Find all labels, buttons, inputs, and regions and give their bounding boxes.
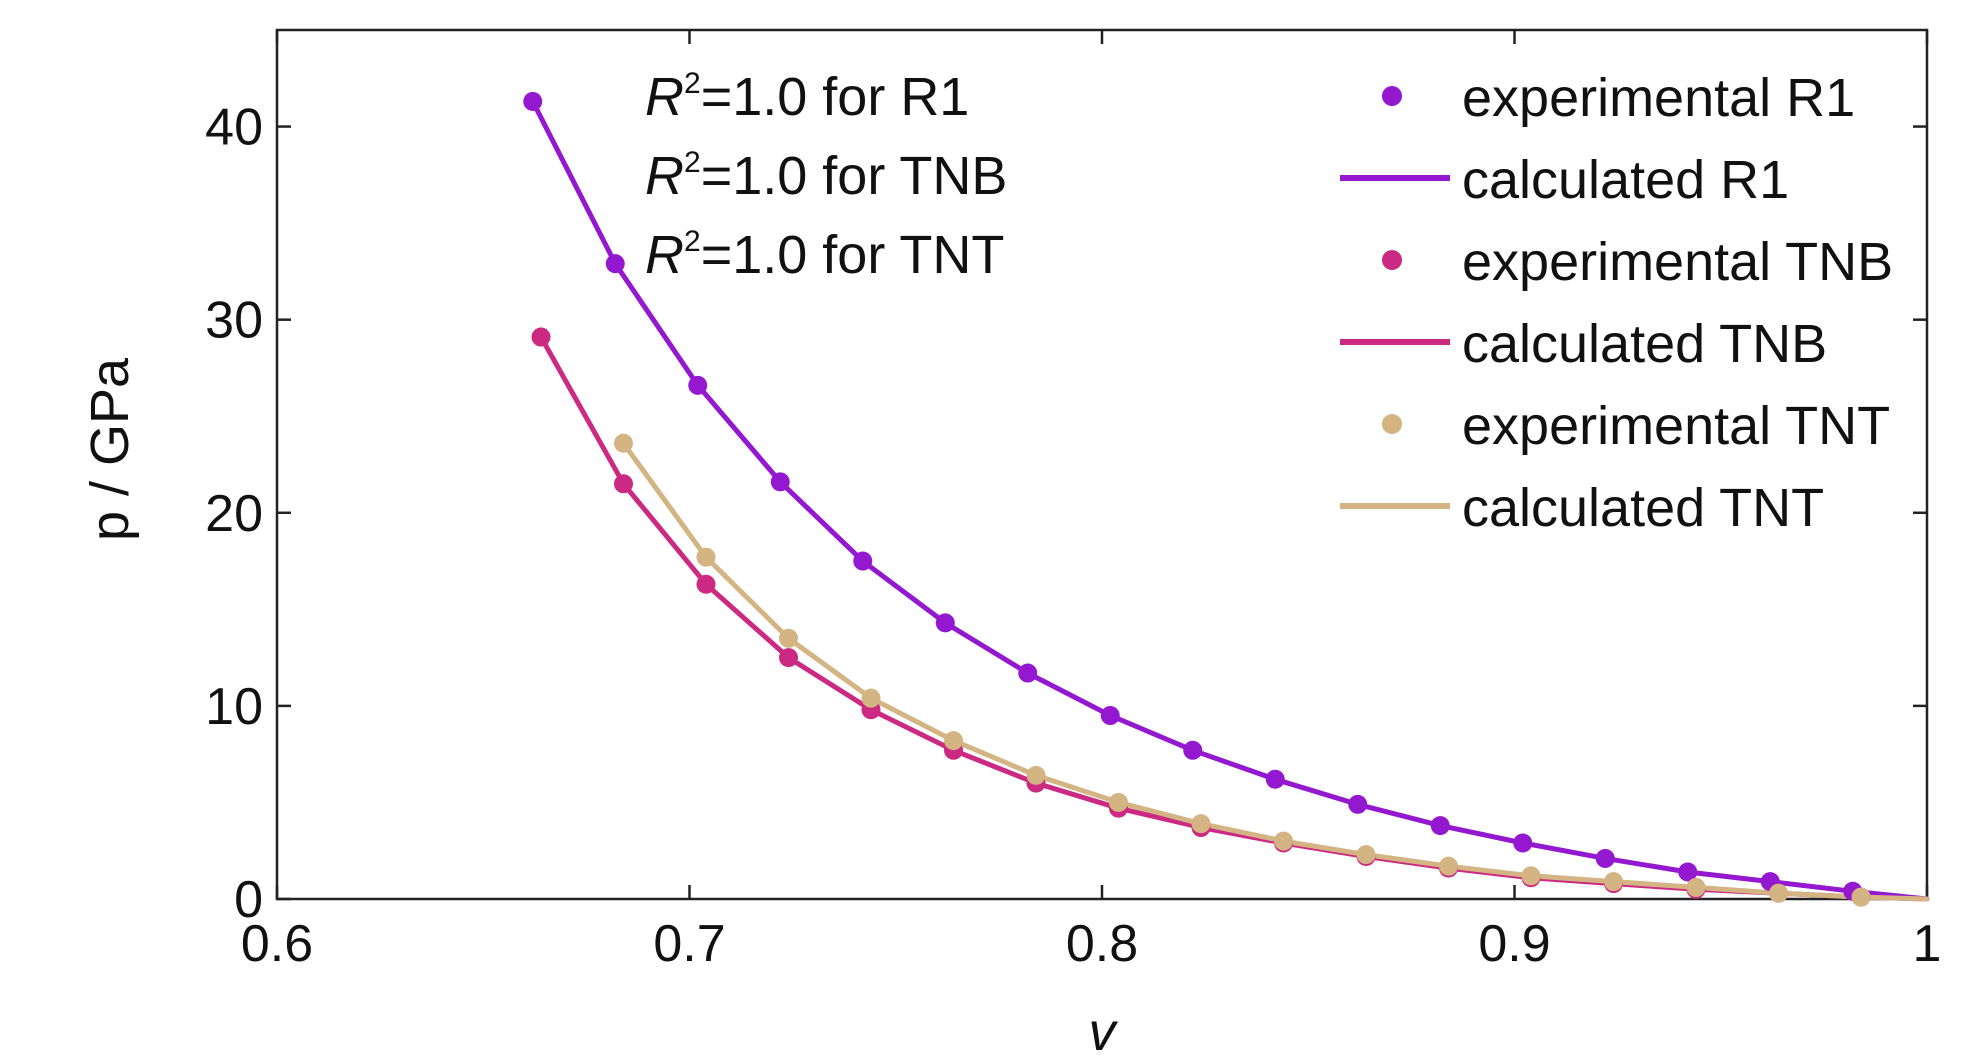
x-tick-label: 1 bbox=[1913, 915, 1942, 973]
data-point bbox=[1851, 887, 1871, 907]
r2-annotation: R2=1.0 for R1 bbox=[645, 67, 969, 127]
r2-symbol: R bbox=[645, 225, 684, 285]
series-points-4 bbox=[614, 433, 1871, 907]
x-tick-label: 0.7 bbox=[653, 915, 725, 973]
r2-superscript: 2 bbox=[684, 146, 701, 179]
legend-marker bbox=[1382, 250, 1402, 270]
data-point bbox=[770, 472, 790, 492]
data-point bbox=[1183, 740, 1203, 760]
data-point bbox=[1026, 765, 1046, 785]
legend: experimental R1 calculated R1 experimental… bbox=[1340, 68, 1893, 538]
legend-marker bbox=[1382, 86, 1402, 106]
r2-superscript: 2 bbox=[684, 67, 701, 100]
y-tick-label: 40 bbox=[205, 99, 263, 157]
data-point bbox=[853, 551, 873, 571]
x-tick-label: 0.9 bbox=[1478, 915, 1550, 973]
legend-label: calculated R1 bbox=[1462, 150, 1789, 210]
series-layer bbox=[523, 91, 1930, 907]
x-axis-title: v bbox=[1089, 1002, 1119, 1062]
r2-symbol: R bbox=[645, 146, 684, 206]
y-axis-title: p / GPa bbox=[80, 357, 140, 541]
y-tick-label: 20 bbox=[205, 485, 263, 543]
data-point bbox=[944, 731, 963, 751]
data-point bbox=[1356, 845, 1376, 865]
data-point bbox=[614, 474, 633, 494]
y-tick-label: 0 bbox=[234, 871, 263, 929]
data-point bbox=[523, 91, 543, 111]
data-point bbox=[1439, 856, 1458, 876]
data-point bbox=[861, 688, 881, 708]
legend-label: experimental TNB bbox=[1462, 232, 1893, 292]
r2-text: =1.0 for TNB bbox=[701, 146, 1008, 206]
data-point bbox=[779, 628, 798, 648]
y-tick-label: 30 bbox=[205, 292, 263, 350]
data-point bbox=[1521, 866, 1541, 886]
legend-label: experimental R1 bbox=[1462, 68, 1855, 128]
data-point bbox=[1678, 862, 1698, 882]
r2-superscript: 2 bbox=[684, 225, 701, 258]
r2-text: =1.0 for TNT bbox=[701, 225, 1005, 285]
r2-annotation: R2=1.0 for TNT bbox=[645, 225, 1004, 285]
data-point bbox=[1604, 872, 1623, 892]
data-point bbox=[696, 574, 716, 594]
data-point bbox=[1430, 816, 1450, 836]
x-tick-label: 0.8 bbox=[1066, 915, 1138, 973]
data-point bbox=[1191, 814, 1211, 834]
data-point bbox=[1018, 663, 1038, 683]
r2-text: =1.0 for R1 bbox=[701, 67, 970, 127]
data-point bbox=[1109, 792, 1128, 812]
legend-marker bbox=[1382, 414, 1402, 434]
legend-label: calculated TNB bbox=[1462, 314, 1827, 374]
data-point bbox=[1265, 769, 1285, 789]
r2-annotation: R2=1.0 for TNB bbox=[645, 146, 1007, 206]
data-point bbox=[531, 327, 551, 347]
y-tick-label: 10 bbox=[205, 678, 263, 736]
data-point bbox=[935, 613, 955, 633]
series-points-0 bbox=[523, 91, 1863, 901]
legend-label: experimental TNT bbox=[1462, 396, 1890, 456]
series-line-1 bbox=[530, 99, 1930, 902]
legend-label: calculated TNT bbox=[1462, 478, 1824, 538]
data-point bbox=[696, 547, 716, 567]
data-point bbox=[1100, 706, 1120, 726]
data-point bbox=[688, 375, 708, 395]
data-point bbox=[1595, 848, 1615, 868]
data-point bbox=[614, 433, 633, 453]
data-point bbox=[1769, 883, 1788, 903]
data-point bbox=[1274, 831, 1293, 851]
data-point bbox=[1686, 877, 1706, 897]
data-point bbox=[1348, 794, 1368, 814]
data-point bbox=[605, 254, 625, 274]
data-point bbox=[1513, 833, 1533, 853]
data-point bbox=[779, 648, 798, 668]
r2-symbol: R bbox=[645, 67, 684, 127]
x-tick-label: 0.6 bbox=[241, 915, 313, 973]
